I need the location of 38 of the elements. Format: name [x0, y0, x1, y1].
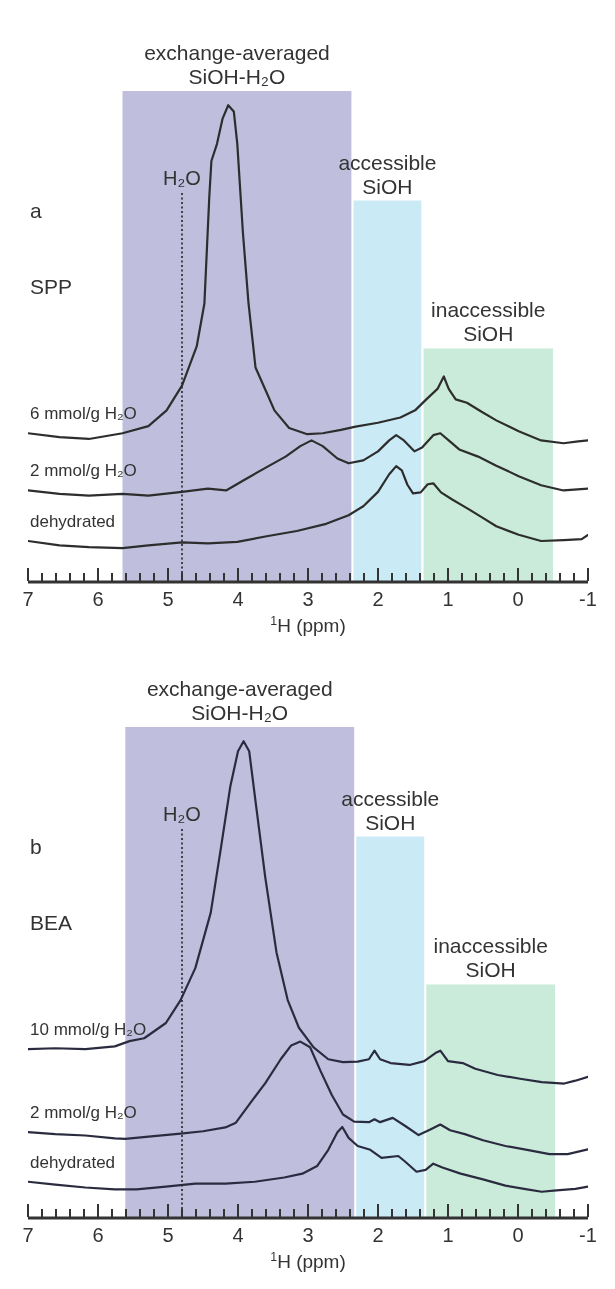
band-label: accessible SiOH	[338, 150, 437, 198]
x-tick-label: 3	[302, 1224, 314, 1246]
x-tick-label: 5	[162, 588, 174, 610]
x-tick-label: 0	[512, 588, 524, 610]
x-tick-label: 4	[232, 1224, 244, 1246]
band-label: inaccessible SiOH	[433, 934, 548, 982]
x-tick-label: 5	[162, 1224, 174, 1246]
x-tick-label: 2	[372, 1224, 384, 1246]
ref-line-label: H₂O	[163, 167, 201, 190]
x-tick-label: 1	[442, 588, 454, 610]
annotation: SPP	[30, 275, 73, 300]
x-tick-label: 6	[92, 588, 104, 610]
annotation: BEA	[30, 911, 73, 936]
x-tick-label: 1	[442, 1224, 454, 1246]
x-axis-title: $^{1}$H (ppm)	[270, 614, 346, 636]
series-label: dehydrated	[30, 512, 116, 531]
annotation: b	[30, 834, 42, 859]
x-tick-label: -1	[579, 588, 597, 610]
x-tick-label: 2	[372, 588, 384, 610]
band-label: exchange-averaged SiOH-H₂O	[146, 676, 333, 724]
x-tick-label: 0	[512, 1224, 524, 1246]
x-tick-label: 7	[22, 588, 34, 610]
x-axis-title: $^{1}$H (ppm)	[270, 1250, 346, 1272]
x-tick-label: 6	[92, 1224, 104, 1246]
x-tick-label: 4	[232, 588, 244, 610]
x-tick-label: -1	[579, 1224, 597, 1246]
series-label: 2 mmol/g H₂O	[30, 1103, 137, 1123]
series-label: 10 mmol/g H₂O	[30, 1020, 147, 1040]
ref-line-label: H₂O	[163, 803, 201, 826]
band-label: exchange-averaged SiOH-H₂O	[144, 40, 330, 88]
x-tick-label: 3	[302, 588, 314, 610]
annotation: a	[30, 198, 42, 223]
x-tick-label: 7	[22, 1224, 34, 1246]
series-label: dehydrated	[30, 1152, 116, 1172]
series-label: 2 mmol/g H₂O	[30, 461, 137, 481]
band-label: inaccessible SiOH	[431, 298, 546, 346]
band-label: accessible SiOH	[341, 786, 440, 834]
series-label: 6 mmol/g H₂O	[30, 404, 137, 424]
